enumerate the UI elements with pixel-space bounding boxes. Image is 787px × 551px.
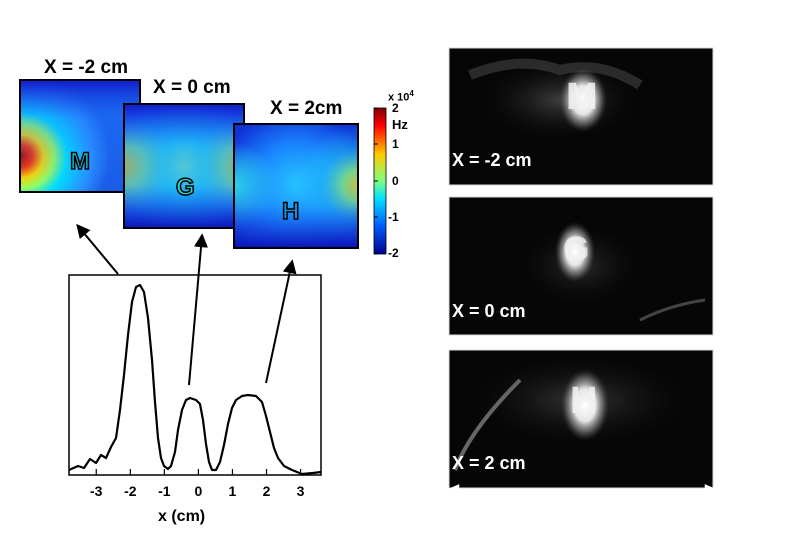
pointer-arrows [76, 223, 297, 386]
colorbar-exponent-base: x 10 [388, 91, 410, 104]
field-map-1-letter: M [69, 147, 91, 176]
colorbar-tick-1: 1 [392, 137, 399, 151]
profile-x-tick-label: 0 [194, 483, 203, 499]
height-label-3: 8 cm [733, 399, 752, 439]
colorbar-tick-0: 0 [392, 174, 399, 188]
height-label-1: 8 cm [733, 96, 752, 136]
field-map-3-label: X = 2cm [270, 98, 343, 119]
mri-slice-3-letter: H [570, 380, 598, 422]
field-map-3 [233, 123, 359, 249]
mri-slice-1-label: X = -2 cm [452, 150, 532, 170]
field-map-1 [19, 79, 141, 193]
profile-x-tick-label: 2 [262, 483, 271, 499]
field-map-1-label: X = -2 cm [44, 57, 128, 78]
profile-x-tick-label: -1 [158, 483, 171, 499]
profile-x-tick-label: 3 [296, 483, 305, 499]
profile-xlabel: x (cm) [158, 508, 206, 525]
profile-curve [68, 283, 322, 476]
profile-x-tick-label: -3 [90, 483, 103, 499]
field-map-2-label: X = 0 cm [153, 77, 231, 98]
profile-x-tick-label: -2 [124, 483, 137, 499]
mri-slice-2-letter: G [563, 230, 590, 268]
field-map-3-letter: H [281, 197, 300, 226]
mri-slice-2-label: X = 0 cm [452, 301, 526, 321]
colorbar-tick-minus1: -1 [388, 210, 399, 224]
colorbar-unit: Hz [392, 117, 408, 132]
mri-slice-1-letter: M [566, 76, 598, 118]
colorbar-tick-marks [374, 107, 378, 255]
colorbar-exponent-power: 4 [409, 89, 414, 98]
field-map-2-letter: G [175, 173, 195, 202]
height-label-2: 8 cm [733, 246, 752, 286]
mri-graphics [448, 47, 714, 489]
colorbar-tick-2: 2 [392, 101, 399, 115]
colorbar-tick-minus2: -2 [388, 246, 399, 260]
mri-slice-3-label: X = 2 cm [452, 453, 526, 473]
dimension-arrows [440, 43, 740, 500]
field-map-2 [123, 103, 245, 229]
width-label: 16 cm [553, 503, 602, 522]
profile-x-tick-label: 1 [228, 483, 237, 499]
colorbar-exponent: x 104 [388, 89, 414, 104]
